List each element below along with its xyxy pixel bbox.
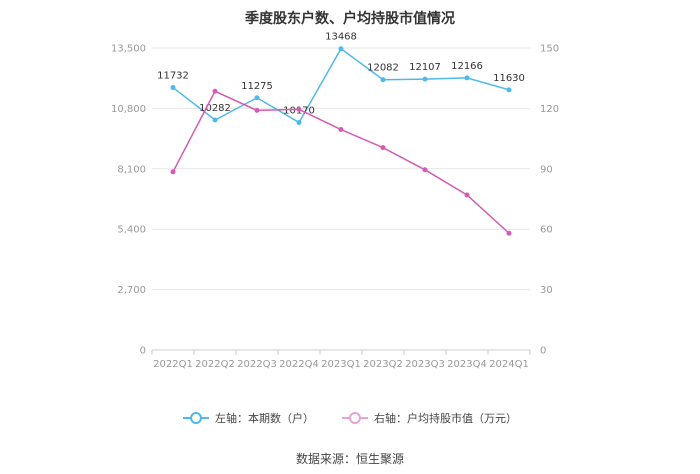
right-tick-label: 60	[540, 225, 553, 236]
left-tick-label: 10,800	[111, 104, 146, 115]
legend-swatch-left-icon	[183, 412, 209, 424]
x-tick-label: 2022Q1	[153, 359, 193, 370]
data-label: 13468	[325, 32, 357, 43]
right-tick-label: 120	[540, 104, 559, 115]
data-label: 12166	[451, 61, 483, 72]
data-point-right	[170, 169, 176, 175]
data-point-left	[170, 85, 176, 91]
legend-label-left: 左轴：本期数（户）	[215, 412, 314, 425]
data-point-left	[464, 75, 470, 81]
data-point-right	[212, 88, 218, 94]
x-tick-label: 2023Q3	[405, 359, 445, 370]
data-label: 12082	[367, 63, 399, 74]
left-tick-label: 0	[140, 346, 146, 357]
data-point-right	[464, 192, 470, 198]
data-point-right	[506, 230, 512, 236]
chart-title: 季度股东户数、户均持股市值情况	[245, 11, 455, 27]
right-tick-label: 30	[540, 285, 553, 296]
data-point-right	[254, 107, 260, 113]
left-tick-label: 8,100	[117, 164, 146, 175]
data-label: 11732	[157, 71, 189, 82]
left-tick-label: 5,400	[117, 225, 146, 236]
data-label: 12107	[409, 62, 441, 73]
data-point-left	[338, 46, 344, 52]
right-tick-label: 90	[540, 164, 553, 175]
left-tick-label: 2,700	[117, 285, 146, 296]
left-tick-label: 13,500	[111, 44, 146, 55]
data-label: 11630	[493, 73, 525, 84]
data-source: 数据来源：恒生聚源	[295, 452, 404, 466]
x-tick-label: 2022Q2	[195, 359, 235, 370]
data-point-left	[254, 95, 260, 101]
x-tick-label: 2023Q1	[321, 359, 361, 370]
data-label: 11275	[241, 81, 273, 92]
data-point-left	[422, 76, 428, 82]
x-tick-label: 2022Q4	[279, 359, 319, 370]
x-tick-label: 2024Q1	[489, 359, 529, 370]
data-point-left	[380, 77, 386, 83]
x-tick-label: 2023Q4	[447, 359, 487, 370]
legend: 左轴：本期数（户） 右轴：户均持股市值（万元）	[0, 410, 700, 426]
legend-label-right: 右轴：户均持股市值（万元）	[374, 412, 517, 425]
x-tick-label: 2022Q3	[237, 359, 277, 370]
legend-swatch-right-icon	[342, 412, 368, 424]
data-point-left	[506, 87, 512, 93]
right-tick-label: 0	[540, 346, 546, 357]
x-tick-label: 2023Q2	[363, 359, 403, 370]
data-point-right	[380, 145, 386, 151]
data-point-left	[296, 119, 302, 125]
data-label: 10282	[199, 103, 231, 114]
legend-item-left[interactable]: 左轴：本期数（户）	[183, 410, 314, 426]
right-tick-label: 150	[540, 44, 559, 55]
chart-svg: 0 0 2,700 30 5,400 60 8,100 90 10,800 120 13,500 15…	[111, 32, 559, 370]
legend-item-right[interactable]: 右轴：户均持股市值（万元）	[342, 410, 517, 426]
data-point-right	[296, 106, 302, 112]
data-point-left	[212, 117, 218, 123]
data-point-right	[338, 127, 344, 133]
data-point-right	[422, 167, 428, 173]
